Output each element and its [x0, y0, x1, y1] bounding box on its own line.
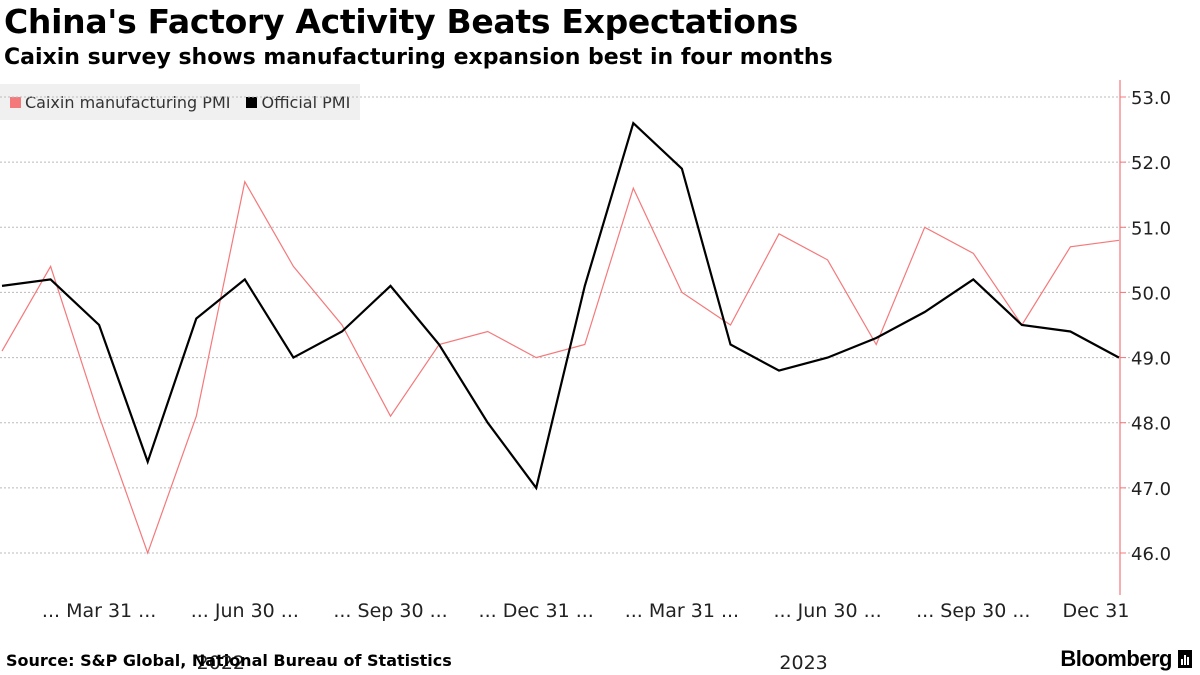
x-tick-label: Dec 31: [1063, 600, 1130, 622]
y-tick-label: 47.0: [1131, 479, 1171, 500]
chart-title: China's Factory Activity Beats Expectati…: [4, 2, 799, 41]
legend-swatch-official: [246, 96, 258, 108]
y-tick-label: 52.0: [1131, 153, 1171, 174]
x-tick-label: ... Mar 31 ...: [42, 600, 156, 622]
legend-swatch-caixin: [10, 96, 21, 108]
series-line-caixin: [1, 180, 1120, 555]
y-tick-label: 51.0: [1131, 218, 1171, 239]
bloomberg-logo: Bloomberg: [1060, 646, 1192, 672]
x-tick-label: ... Sep 30 ...: [333, 600, 447, 622]
brand-wordmark: Bloomberg: [1060, 646, 1172, 671]
x-year-label: 2023: [779, 652, 827, 674]
x-tick-label: ... Jun 30 ...: [773, 600, 881, 622]
chart-subtitle: Caixin survey shows manufacturing expans…: [4, 45, 833, 70]
y-tick-label: 46.0: [1131, 544, 1171, 565]
series-lines: [1, 121, 1120, 555]
y-tick-label: 50.0: [1131, 283, 1171, 304]
y-tick-label: 48.0: [1131, 414, 1171, 435]
x-tick-label: ... Dec 31 ...: [479, 600, 594, 622]
x-axis: ... Mar 31 ... ... Jun 30 ... ... Sep 30 .…: [42, 600, 1130, 674]
x-tick-label: ... Mar 31 ...: [625, 600, 739, 622]
x-tick-label: ... Sep 30 ...: [916, 600, 1030, 622]
bloomberg-mark-icon: [1178, 650, 1192, 668]
gridlines: [0, 96, 1130, 554]
x-tick-label: ... Jun 30 ...: [191, 600, 299, 622]
y-tick-label: 49.0: [1131, 349, 1171, 370]
source-note: Source: S&P Global, National Bureau of S…: [6, 651, 452, 670]
series-line-official: [1, 121, 1120, 491]
y-axis: 53.0 52.0 51.0 50.0 49.0 48.0 47.0 46.0: [1119, 80, 1171, 595]
y-tick-label: 53.0: [1131, 88, 1171, 109]
x-year-label: 2022: [197, 652, 245, 674]
